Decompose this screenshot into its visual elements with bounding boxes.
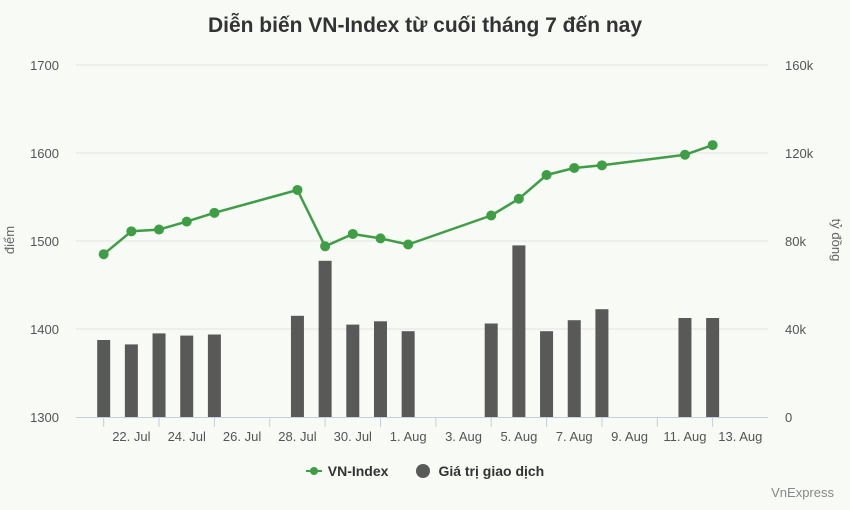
vn-index-point [707,140,718,151]
legend-item-vn-index[interactable]: VN-Index [305,463,389,479]
vn-index-point [98,249,109,260]
bar [512,245,526,417]
y-left-tick-label: 1700 [30,58,59,73]
vn-index-point [679,149,690,160]
x-tick-label: 26. Jul [223,429,261,444]
bar [567,320,581,417]
y-axis-left-title: điểm [2,226,17,254]
x-tick-label: 5. Aug [500,429,537,444]
y-axis-right-title: tỷ đồng [829,219,844,262]
vn-index-point [209,207,220,218]
x-tick-label: 13. Aug [718,429,762,444]
x-axis [76,417,768,427]
x-tick-label: 9. Aug [611,429,648,444]
bar [124,344,138,417]
vn-index-point [181,216,192,227]
legend-label-trading-value: Giá trị giao dịch [438,463,545,479]
y-left-tick-label: 1300 [30,410,59,425]
bar [706,318,720,417]
vn-index-point [596,160,607,171]
y-left-tick-label: 1600 [30,146,59,161]
bar [318,260,332,417]
y-left-tick-label: 1400 [30,322,59,337]
legend-bar-swatch [416,464,431,478]
x-tick-label: 28. Jul [278,429,316,444]
x-tick-label: 11. Aug [663,429,706,444]
vn-index-point [569,162,580,173]
bar [152,333,166,417]
bar [595,309,609,417]
vn-index-point [403,239,414,250]
y-right-tick-label: 0 [785,410,792,425]
y-right-tick-label: 160k [785,58,814,73]
bar [346,324,360,417]
grid-lines [76,64,768,330]
legend-item-trading-value[interactable]: Giá trị giao dịch [416,463,544,479]
vn-index-line [102,143,714,256]
vn-index-point [513,193,524,204]
y-right-tick-label: 120k [785,146,814,161]
y-left-tick-label: 1500 [30,234,59,249]
vn-index-point [126,226,137,237]
bar [373,321,387,417]
vn-index-point [154,224,165,235]
legend-label-vn-index: VN-Index [327,463,389,479]
vn-index-point [347,228,358,239]
chart-legend: VN-Index Giá trị giao dịch [0,463,850,479]
bar [207,334,221,417]
x-tick-label: 30. Jul [334,429,372,444]
vn-index-point [320,241,331,252]
vn-index-point [375,233,386,244]
vn-index-point [541,170,552,180]
bar [180,335,194,417]
source-credit: VnExpress [771,485,834,500]
x-tick-label: 22. Jul [112,429,150,444]
x-tick-label: 3. Aug [445,429,482,444]
bar [484,323,498,417]
chart-title: Diễn biến VN-Index từ cuối tháng 7 đến n… [207,14,643,37]
bar [97,340,111,417]
bar [540,331,554,417]
x-tick-label: 1. Aug [390,429,427,444]
vn-index-point [292,184,303,195]
vn-index-point [486,210,497,221]
bar-series [97,245,720,417]
legend-line-swatch [305,467,322,475]
line-series [98,140,718,260]
y-right-tick-label: 40k [785,322,806,337]
bar [678,318,692,417]
tick-labels: 1300 0 1400 40k 1500 80k 1600 120k 1700 160k 22. J… [30,58,814,444]
x-tick-label: 7. Aug [556,429,593,444]
y-right-tick-label: 80k [785,234,806,249]
x-tick-label: 24. Jul [168,429,206,444]
bar [401,331,415,417]
bar [290,315,304,417]
